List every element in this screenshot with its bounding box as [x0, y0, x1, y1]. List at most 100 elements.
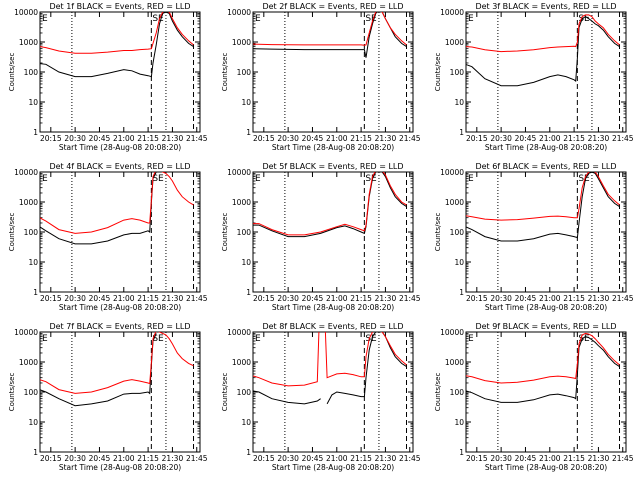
x-tick-label: 21:00	[539, 134, 561, 143]
events-series-line	[253, 12, 407, 58]
x-tick-label: 21:30	[375, 134, 397, 143]
y-axis-label: Counts/sec	[8, 373, 16, 412]
x-tick-label: 20:30	[277, 294, 299, 303]
x-tick-label: 20:45	[89, 294, 111, 303]
x-tick-label: 21:45	[186, 454, 208, 463]
plot-frame	[39, 171, 201, 293]
y-tick-label: 1	[33, 288, 38, 297]
x-tick-label: 21:00	[539, 294, 561, 303]
lld-series-line	[466, 14, 620, 53]
y-axis-label: Counts/sec	[8, 213, 16, 252]
y-tick-label: 1	[246, 288, 251, 297]
lld-series-line	[40, 332, 194, 394]
y-tick-label: 10	[454, 418, 464, 427]
x-tick-label: 21:15	[563, 134, 585, 143]
y-tick-label: 100	[450, 388, 465, 397]
marker-label-se: SE	[152, 14, 164, 24]
x-tick-label: 21:30	[588, 134, 610, 143]
y-tick-label: 10000	[14, 168, 38, 177]
events-series-line	[466, 336, 620, 403]
marker-label-se: SE	[365, 334, 377, 344]
plot-frame	[465, 331, 627, 453]
x-tick-label: 20:30	[64, 294, 86, 303]
detector-panel: Det 7f BLACK = Events, RED = LLD 1 10 100 10…	[8, 322, 208, 472]
x-tick-label: 20:15	[253, 134, 275, 143]
y-tick-label: 1	[459, 288, 464, 297]
panel-title: Det 4f BLACK = Events, RED = LLD	[49, 162, 190, 171]
y-tick-label: 10	[241, 98, 251, 107]
x-tick-label: 21:15	[137, 454, 159, 463]
marker-label-se: SE	[578, 334, 590, 344]
events-series-line	[40, 333, 157, 407]
x-tick-label: 21:30	[588, 294, 610, 303]
x-tick-label: 21:15	[137, 134, 159, 143]
y-tick-label: 1000	[232, 38, 251, 47]
detector-panel: Det 9f BLACK = Events, RED = LLD 1 10 100 10…	[434, 322, 634, 472]
y-tick-label: 100	[24, 388, 39, 397]
marker-label-se: SE	[365, 14, 377, 24]
x-tick-label: 20:45	[89, 134, 111, 143]
x-tick-label: 20:45	[302, 294, 324, 303]
x-tick-label: 21:00	[539, 454, 561, 463]
plot-frame	[465, 11, 627, 133]
x-tick-label: 21:45	[612, 454, 634, 463]
y-axis-label: Counts/sec	[221, 53, 229, 92]
x-tick-label: 20:15	[40, 294, 62, 303]
y-tick-label: 100	[450, 68, 465, 77]
y-tick-label: 100	[24, 228, 39, 237]
x-tick-label: 21:15	[350, 294, 372, 303]
x-tick-label: 20:30	[64, 134, 86, 143]
events-series-line	[253, 172, 407, 238]
x-tick-label: 21:15	[350, 454, 372, 463]
y-tick-label: 1	[246, 128, 251, 137]
x-axis-label: Start Time (28-Aug-08 20:08:20)	[59, 303, 181, 312]
x-tick-label: 20:15	[466, 294, 488, 303]
marker-label-e: E	[255, 334, 261, 344]
x-tick-label: 20:15	[253, 294, 275, 303]
lld-series-line	[253, 332, 407, 387]
lld-series-line	[40, 172, 194, 234]
detector-panel: Det 8f BLACK = Events, RED = LLD 1 10 100 10…	[221, 322, 421, 472]
y-axis-label: Counts/sec	[434, 213, 442, 252]
x-tick-label: 21:15	[563, 294, 585, 303]
y-tick-label: 1	[33, 448, 38, 457]
x-tick-label: 20:45	[515, 134, 537, 143]
x-tick-label: 20:15	[40, 454, 62, 463]
x-tick-label: 21:45	[612, 294, 634, 303]
marker-label-se: SE	[578, 174, 590, 184]
panel-title: Det 1f BLACK = Events, RED = LLD	[49, 2, 190, 11]
marker-label-e: E	[468, 14, 474, 24]
x-axis-label: Start Time (28-Aug-08 20:08:20)	[59, 463, 181, 472]
x-axis-label: Start Time (28-Aug-08 20:08:20)	[485, 463, 607, 472]
marker-label-e: E	[468, 334, 474, 344]
y-tick-label: 100	[24, 68, 39, 77]
plot-frame	[39, 11, 201, 133]
x-tick-label: 21:30	[162, 134, 184, 143]
x-tick-label: 21:00	[326, 134, 348, 143]
marker-label-se: SE	[365, 174, 377, 184]
events-series-line	[40, 12, 194, 78]
marker-label-se: SE	[152, 174, 164, 184]
x-tick-label: 21:30	[162, 294, 184, 303]
y-tick-label: 10	[454, 258, 464, 267]
plot-frame	[465, 171, 627, 293]
x-tick-label: 21:00	[113, 134, 135, 143]
x-tick-label: 21:45	[399, 294, 421, 303]
marker-label-e: E	[255, 174, 261, 184]
x-tick-label: 21:00	[113, 454, 135, 463]
x-tick-label: 20:30	[490, 294, 512, 303]
y-tick-label: 10000	[14, 8, 38, 17]
y-tick-label: 10000	[227, 328, 251, 337]
y-tick-label: 1000	[19, 38, 38, 47]
panel-title: Det 8f BLACK = Events, RED = LLD	[262, 322, 403, 331]
y-tick-label: 10000	[440, 328, 464, 337]
x-tick-label: 20:30	[277, 134, 299, 143]
marker-label-e: E	[255, 14, 261, 24]
y-tick-label: 1000	[445, 358, 464, 367]
lld-series-line	[466, 172, 620, 221]
y-tick-label: 10000	[227, 168, 251, 177]
x-tick-label: 21:30	[162, 454, 184, 463]
lld-series-line	[253, 12, 407, 46]
x-tick-label: 21:15	[563, 454, 585, 463]
x-tick-label: 21:15	[350, 134, 372, 143]
